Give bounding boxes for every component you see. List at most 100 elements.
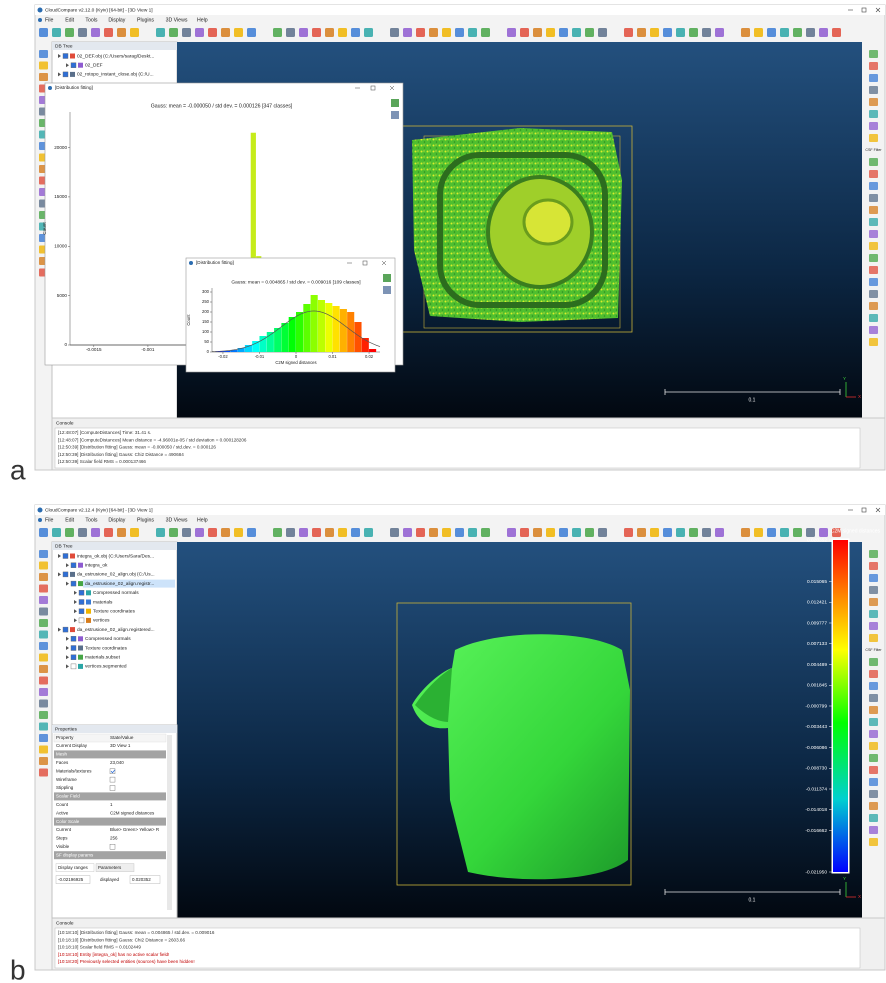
toolbar-button[interactable] (689, 528, 698, 537)
right-tool-button[interactable] (869, 550, 878, 558)
right-tool-button[interactable] (869, 622, 878, 630)
toolbar-button[interactable] (442, 528, 451, 537)
menu-item[interactable]: Help (197, 17, 208, 23)
toolbar-button[interactable] (416, 28, 425, 37)
toolbar-button[interactable] (429, 528, 438, 537)
db-tree-item[interactable]: Compressed normals (85, 636, 131, 642)
toolbar-button[interactable] (585, 28, 594, 37)
right-tool-button[interactable] (869, 182, 878, 190)
right-tool-button[interactable] (869, 266, 878, 274)
toolbar-button[interactable] (39, 528, 48, 537)
side-tool-button[interactable] (39, 757, 48, 765)
side-tool-button[interactable] (39, 665, 48, 673)
visibility-checkbox[interactable] (79, 590, 84, 595)
right-tool-button[interactable] (869, 838, 878, 846)
right-tool-button[interactable] (869, 170, 878, 178)
toolbar-button[interactable] (715, 28, 724, 37)
visibility-checkbox[interactable] (71, 563, 76, 568)
right-tool-button[interactable] (869, 50, 878, 58)
side-tool-button[interactable] (39, 50, 48, 58)
toolbar-button[interactable] (806, 28, 815, 37)
toolbar-button[interactable] (780, 528, 789, 537)
db-tree-item[interactable]: Texture coordinates (93, 608, 135, 614)
db-tree-item[interactable]: integra_ok.obj (C:/Users/Sara/Des... (77, 553, 154, 559)
toolbar-button[interactable] (403, 28, 412, 37)
visibility-checkbox[interactable] (71, 63, 76, 68)
toolbar-button[interactable] (52, 528, 61, 537)
right-tool-button[interactable] (869, 766, 878, 774)
toolbar-button[interactable] (312, 28, 321, 37)
toolbar-button[interactable] (234, 28, 243, 37)
visibility-checkbox[interactable] (71, 636, 76, 641)
side-tool-button[interactable] (39, 596, 48, 604)
right-tool-button[interactable] (869, 134, 878, 142)
toolbar-button[interactable] (338, 28, 347, 37)
dialog-tool-button[interactable] (391, 111, 399, 119)
toolbar-button[interactable] (689, 28, 698, 37)
visibility-checkbox[interactable] (63, 572, 68, 577)
toolbar-button[interactable] (325, 528, 334, 537)
right-tool-button[interactable] (869, 110, 878, 118)
right-tool-button[interactable] (869, 326, 878, 334)
toolbar-button[interactable] (624, 28, 633, 37)
side-tool-button[interactable] (39, 608, 48, 616)
toolbar-button[interactable] (182, 28, 191, 37)
right-tool-button[interactable] (869, 218, 878, 226)
toolbar-button[interactable] (130, 28, 139, 37)
toolbar-button[interactable] (286, 528, 295, 537)
toolbar-button[interactable] (156, 28, 165, 37)
toolbar-button[interactable] (91, 528, 100, 537)
menu-item[interactable]: File (45, 17, 53, 23)
right-tool-button[interactable] (869, 634, 878, 642)
side-tool-button[interactable] (39, 585, 48, 593)
db-tree-item[interactable]: 02_DEF.obj (C:/Users/sarag/Deskt... (77, 53, 154, 59)
toolbar-button[interactable] (169, 528, 178, 537)
right-tool-button[interactable] (869, 242, 878, 250)
db-tree-item[interactable]: Compressed normals (93, 590, 139, 596)
right-tool-button[interactable] (869, 658, 878, 666)
toolbar-button[interactable] (39, 28, 48, 37)
right-tool-button[interactable] (869, 62, 878, 70)
side-tool-button[interactable] (39, 769, 48, 777)
right-tool-button[interactable] (869, 814, 878, 822)
toolbar-button[interactable] (351, 528, 360, 537)
toolbar-button[interactable] (91, 28, 100, 37)
toolbar-button[interactable] (312, 528, 321, 537)
toolbar-button[interactable] (819, 28, 828, 37)
toolbar-button[interactable] (221, 28, 230, 37)
toolbar-button[interactable] (364, 528, 373, 537)
right-tool-button[interactable] (869, 254, 878, 262)
toolbar-button[interactable] (702, 28, 711, 37)
toolbar-button[interactable] (442, 28, 451, 37)
toolbar-button[interactable] (533, 528, 542, 537)
db-tree-item[interactable]: da_estrusione_02_align.registr... (85, 581, 154, 587)
right-tool-button[interactable] (869, 562, 878, 570)
right-tool-button[interactable] (869, 86, 878, 94)
toolbar-button[interactable] (806, 528, 815, 537)
side-tool-button[interactable] (39, 631, 48, 639)
toolbar-button[interactable] (507, 28, 516, 37)
db-tree-item[interactable]: da_estrusione_02_align.obj (C:/Us... (77, 572, 155, 578)
visibility-checkbox[interactable] (71, 581, 76, 586)
right-tool-button[interactable] (869, 610, 878, 618)
right-tool-button[interactable] (869, 730, 878, 738)
toolbar-button[interactable] (676, 28, 685, 37)
toolbar-button[interactable] (559, 528, 568, 537)
side-tool-button[interactable] (39, 550, 48, 558)
toolbar-button[interactable] (676, 528, 685, 537)
right-tool-button[interactable] (869, 718, 878, 726)
toolbar-button[interactable] (169, 28, 178, 37)
toolbar-button[interactable] (598, 28, 607, 37)
visibility-checkbox[interactable] (71, 655, 76, 660)
right-tool-button[interactable] (869, 206, 878, 214)
menu-item[interactable]: 3D Views (166, 17, 188, 23)
right-tool-button[interactable] (869, 742, 878, 750)
right-tool-button[interactable] (869, 754, 878, 762)
side-tool-button[interactable] (39, 700, 48, 708)
toolbar-button[interactable] (754, 528, 763, 537)
menu-item[interactable]: File (45, 517, 53, 523)
visibility-checkbox[interactable] (63, 627, 68, 632)
toolbar-button[interactable] (208, 528, 217, 537)
toolbar-button[interactable] (416, 528, 425, 537)
side-tool-button[interactable] (39, 562, 48, 570)
